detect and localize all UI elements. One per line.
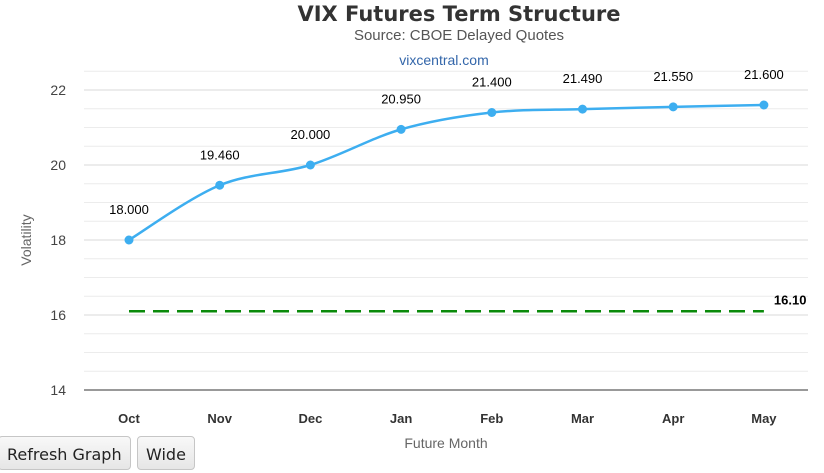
x-axis-ticks: Oct Nov Dec Jan Feb Mar Apr May [118,411,777,426]
y-tick-label: 18 [50,232,66,248]
data-label: 21.550 [653,69,693,84]
x-tick-label: Apr [662,411,684,426]
y-tick-label: 20 [50,157,66,173]
y-axis-title: Volatility [18,214,34,265]
data-point[interactable] [305,160,315,170]
data-label: 20.000 [291,127,331,142]
data-point[interactable] [578,104,587,114]
x-tick-label: Oct [118,411,140,426]
x-tick-label: Dec [298,411,322,426]
credit-link[interactable]: vixcentral.com [399,52,488,68]
term-structure-chart: VIX Futures Term Structure Source: CBOE … [18,2,808,451]
data-label: 21.400 [472,75,512,90]
spot-vix-line-group: 16.10 [129,292,807,313]
data-point[interactable] [124,235,134,245]
data-point[interactable] [215,180,225,190]
wide-button[interactable]: Wide [137,436,195,470]
data-points [124,100,769,245]
refresh-graph-button[interactable]: Refresh Graph [0,436,131,470]
data-label: 21.490 [563,71,603,86]
x-tick-label: Feb [480,411,503,426]
grid-lines [84,70,808,372]
data-label: 21.600 [744,67,784,82]
x-tick-label: Nov [207,411,232,426]
data-point[interactable] [396,124,406,134]
y-tick-label: 14 [50,382,66,398]
data-label: 18.000 [109,202,149,217]
x-tick-label: May [751,411,777,426]
data-labels: 18.000 19.460 20.000 20.950 21.400 21.490 21.5… [109,67,784,217]
y-tick-label: 22 [50,82,66,98]
data-label: 19.460 [200,147,240,162]
x-axis-title: Future Month [404,435,487,451]
data-label: 20.950 [381,91,421,106]
data-point[interactable] [487,108,497,117]
data-point[interactable] [668,102,678,112]
series-line [128,103,764,242]
chart-subtitle: Source: CBOE Delayed Quotes [354,27,564,44]
x-tick-label: Jan [390,411,412,426]
y-axis-ticks: 14 16 18 20 22 [50,82,66,398]
chart-title: VIX Futures Term Structure [297,2,620,26]
data-point[interactable] [759,100,769,110]
spot-vix-label: 16.10 [774,292,807,307]
x-tick-label: Mar [571,411,594,426]
y-tick-label: 16 [50,307,66,323]
